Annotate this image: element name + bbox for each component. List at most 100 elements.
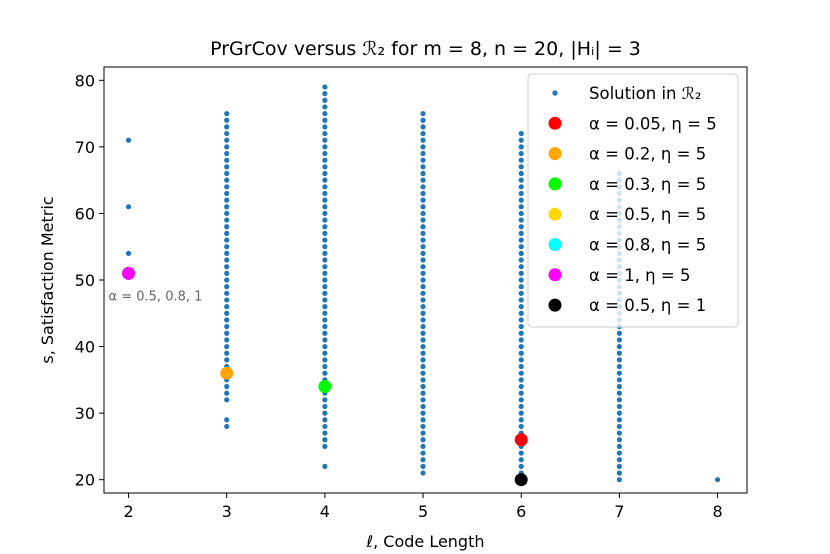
solution-point	[420, 363, 426, 370]
legend-label: α = 0.2, η = 5	[589, 145, 706, 164]
legend: Solution in ℛ₂ α = 0.05, η = 5 α = 0.2, η …	[527, 73, 739, 328]
solution-point	[420, 443, 426, 450]
solution-point	[420, 390, 426, 396]
solution-point	[420, 144, 426, 150]
solution-point	[224, 237, 230, 243]
solution-point	[322, 304, 328, 310]
solution-point	[224, 130, 230, 137]
solution-point	[322, 157, 328, 163]
solution-point	[322, 204, 328, 210]
solution-point	[125, 137, 132, 143]
solution-point	[518, 257, 524, 263]
solution-point	[420, 110, 426, 117]
solution-point	[518, 390, 524, 396]
solution-point	[322, 164, 328, 170]
solution-point	[420, 284, 426, 290]
highlight-point	[514, 473, 528, 487]
solution-point	[322, 277, 328, 283]
legend-label: α = 0.5, η = 5	[589, 205, 706, 224]
solution-point	[224, 217, 230, 223]
solution-point	[322, 124, 328, 130]
solution-point	[322, 110, 328, 117]
y-tick-label: 40	[75, 338, 95, 357]
solution-point	[322, 217, 328, 223]
solution-point	[322, 97, 328, 103]
solution-point	[322, 184, 328, 190]
solution-point	[420, 417, 426, 423]
solution-point	[616, 363, 622, 370]
solution-point	[518, 317, 524, 323]
solution-point	[322, 170, 328, 177]
solution-point	[420, 250, 426, 256]
solution-point	[125, 204, 132, 210]
solution-point	[420, 237, 426, 243]
solution-point	[518, 410, 524, 416]
solution-point	[518, 463, 524, 469]
solution-point	[518, 297, 524, 303]
annotation-text: α = 0.5, 0.8, 1	[109, 289, 203, 304]
legend-marker	[548, 116, 562, 130]
solution-point	[224, 157, 230, 163]
solution-point	[518, 337, 524, 343]
solution-point	[616, 403, 622, 410]
y-tick-label: 20	[75, 471, 95, 490]
solution-point	[420, 457, 426, 463]
solution-point	[322, 257, 328, 263]
solution-point	[322, 177, 328, 183]
solution-point	[420, 190, 426, 197]
legend-marker	[548, 268, 562, 282]
solution-point	[616, 443, 622, 450]
solution-point	[616, 437, 622, 443]
legend-marker	[548, 238, 562, 251]
solution-point	[420, 137, 426, 143]
solution-point	[322, 250, 328, 256]
x-tick-label: 3	[222, 502, 232, 521]
solution-point	[322, 91, 328, 97]
solution-point	[616, 477, 622, 483]
legend-marker	[548, 298, 562, 312]
legend-marker	[552, 90, 558, 96]
solution-point	[224, 290, 230, 296]
solution-point	[518, 350, 524, 356]
solution-point	[518, 304, 524, 310]
solution-point	[224, 110, 230, 117]
solution-point	[518, 244, 524, 250]
solution-point	[420, 177, 426, 183]
solution-point	[322, 437, 328, 443]
solution-point	[420, 350, 426, 356]
solution-point	[420, 410, 426, 416]
solution-point	[518, 144, 524, 150]
solution-point	[322, 410, 328, 416]
solution-point	[518, 130, 524, 137]
solution-point	[224, 337, 230, 343]
solution-point	[322, 330, 328, 336]
solution-point	[420, 383, 426, 390]
solution-point	[125, 250, 132, 256]
solution-point	[224, 244, 230, 250]
solution-point	[224, 144, 230, 150]
solution-point	[224, 304, 230, 310]
solution-point	[616, 457, 622, 463]
solution-point	[518, 450, 524, 456]
solution-point	[322, 403, 328, 410]
solution-point	[616, 450, 622, 456]
legend-label: α = 0.8, η = 5	[589, 236, 706, 255]
solution-point	[420, 323, 426, 330]
y-tick-label: 70	[75, 138, 95, 157]
solution-point	[616, 410, 622, 416]
highlight-series	[122, 266, 528, 487]
solution-point	[322, 237, 328, 243]
solution-point	[322, 430, 328, 436]
solution-point	[322, 130, 328, 137]
solution-point	[322, 210, 328, 217]
solution-point	[224, 117, 230, 123]
solution-point	[420, 244, 426, 250]
solution-point	[518, 270, 524, 276]
solution-point	[224, 350, 230, 356]
solution-point	[518, 164, 524, 170]
solution-point	[420, 310, 426, 316]
solution-point	[322, 463, 328, 469]
solution-point	[518, 397, 524, 403]
y-tick-label: 50	[75, 271, 95, 290]
solution-point	[420, 290, 426, 296]
